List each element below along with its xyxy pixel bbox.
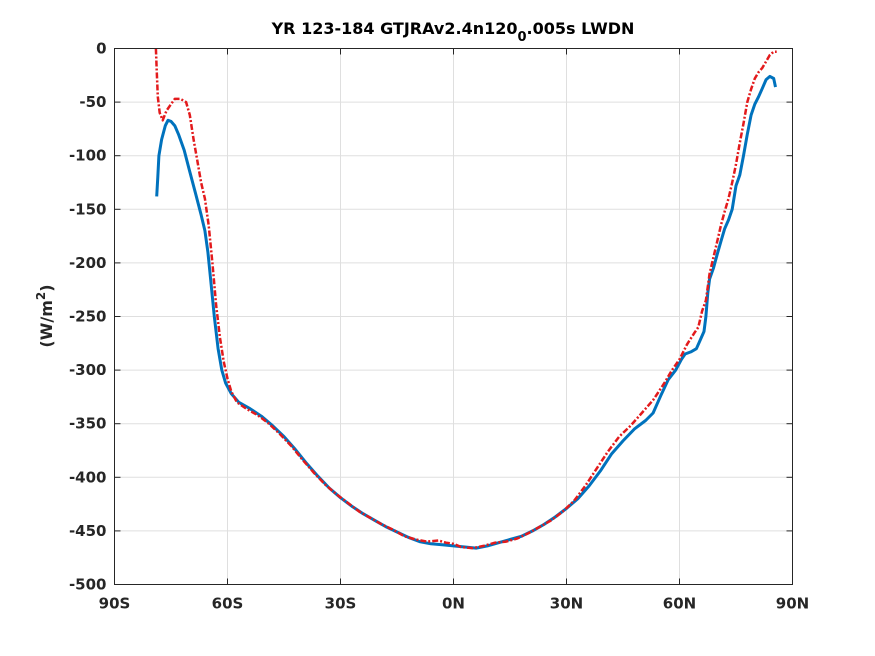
- y-tick-label: -450: [69, 522, 107, 540]
- title-prefix: YR 123-184 GTJRAv2.4n120: [271, 19, 518, 38]
- y-tick-label: -400: [69, 468, 107, 486]
- x-tick-label: 90N: [776, 595, 809, 613]
- x-tick-label: 0N: [442, 595, 465, 613]
- y-axis-ticks: 0 -50 -100 -150 -200 -250 -300 -350 -400 -450 -500: [69, 40, 793, 594]
- x-tick-label: 90S: [99, 595, 131, 613]
- ylabel-superscript: 2: [34, 292, 48, 300]
- y-tick-label: -500: [69, 576, 107, 594]
- chart-title: YR 123-184 GTJRAv2.4n1200.005s LWDN: [271, 19, 635, 45]
- y-axis-label: (W/m2): [34, 284, 56, 347]
- x-tick-label: 60S: [212, 595, 244, 613]
- series-line-2: [154, 48, 777, 550]
- x-tick-label: 30S: [325, 595, 357, 613]
- ylabel-suffix: ): [37, 284, 56, 291]
- title-suffix: .005s LWDN: [527, 19, 635, 38]
- y-tick-label: -250: [69, 308, 107, 326]
- y-tick-label: -300: [69, 361, 107, 379]
- x-tick-label: 60N: [663, 595, 696, 613]
- x-axis-ticks: 90S 60S 30S 0N 30N 60N 90N: [99, 48, 809, 613]
- title-subscript: 0: [518, 30, 527, 45]
- y-tick-label: 0: [96, 40, 106, 58]
- y-tick-label: -200: [69, 254, 107, 272]
- x-tick-label: 30N: [550, 595, 583, 613]
- y-tick-label: -100: [69, 147, 107, 165]
- y-tick-label: -150: [69, 200, 107, 218]
- y-tick-label: -350: [69, 415, 107, 433]
- series-lines: [154, 48, 777, 550]
- ylabel-prefix: (W/m: [37, 300, 56, 347]
- y-tick-label: -50: [79, 93, 106, 111]
